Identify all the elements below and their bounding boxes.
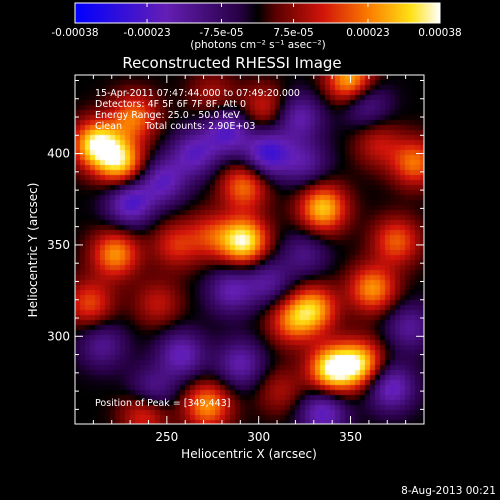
x-axis-tick-label: 250 [155,430,178,444]
footer-date: 8-Aug-2013 00:21 [401,485,496,497]
colorbar-frame [74,2,441,24]
time-range-text: 15-Apr-2011 07:47:44.000 to 07:49:20.000 [95,88,300,99]
colorbar-tick-label: 7.5e-05 [273,27,313,39]
colorbar-unit-label: (photons cm⁻² s⁻¹ asec⁻²) [190,39,325,51]
algorithm-text: Clean [95,121,122,132]
y-axis-tick-label: 300 [47,329,70,343]
heatmap-image [75,75,424,424]
plot-frame [74,74,425,425]
chart-title: Reconstructed RHESSI Image [122,54,341,72]
x-axis-tick-label: 350 [339,430,362,444]
colorbar: -0.00038 -0.00023 -7.5e-05 7.5e-05 0.00023 0.… [51,2,462,51]
colorbar-tick-label: -0.00038 [51,27,98,39]
energy-range-text: Energy Range: 25.0 - 50.0 keV [95,110,240,121]
x-axis-label: Heliocentric X (arcsec) [181,447,317,461]
colorbar-gradient [75,3,440,23]
plot-area: 250 300 350 300 350 400 [47,74,425,444]
colorbar-tick-label: 0.00023 [346,27,389,39]
x-axis-tick-label: 300 [247,430,270,444]
peak-position-text: Position of Peak = [349,443] [95,398,230,409]
y-axis-tick-label: 400 [47,147,70,161]
colorbar-tick-label: -0.00023 [123,27,170,39]
colorbar-ticks: -0.00038 -0.00023 -7.5e-05 7.5e-05 0.00023 0.… [51,3,462,39]
colorbar-tick-label: 0.00038 [418,27,461,39]
axis-tick-labels: 250 300 350 300 350 400 [47,147,362,444]
y-axis-tick-label: 350 [47,238,70,252]
axis-ticks [74,75,425,424]
colorbar-tick-label: -7.5e-05 [199,27,243,39]
y-axis-label: Heliocentric Y (arcsec) [26,183,40,318]
total-counts-text: Total counts: 2.90E+03 [144,121,255,132]
detectors-text: Detectors: 4F 5F 6F 7F 8F, Att 0 [95,99,246,110]
info-overlay: 15-Apr-2011 07:47:44.000 to 07:49:20.000… [95,88,300,409]
